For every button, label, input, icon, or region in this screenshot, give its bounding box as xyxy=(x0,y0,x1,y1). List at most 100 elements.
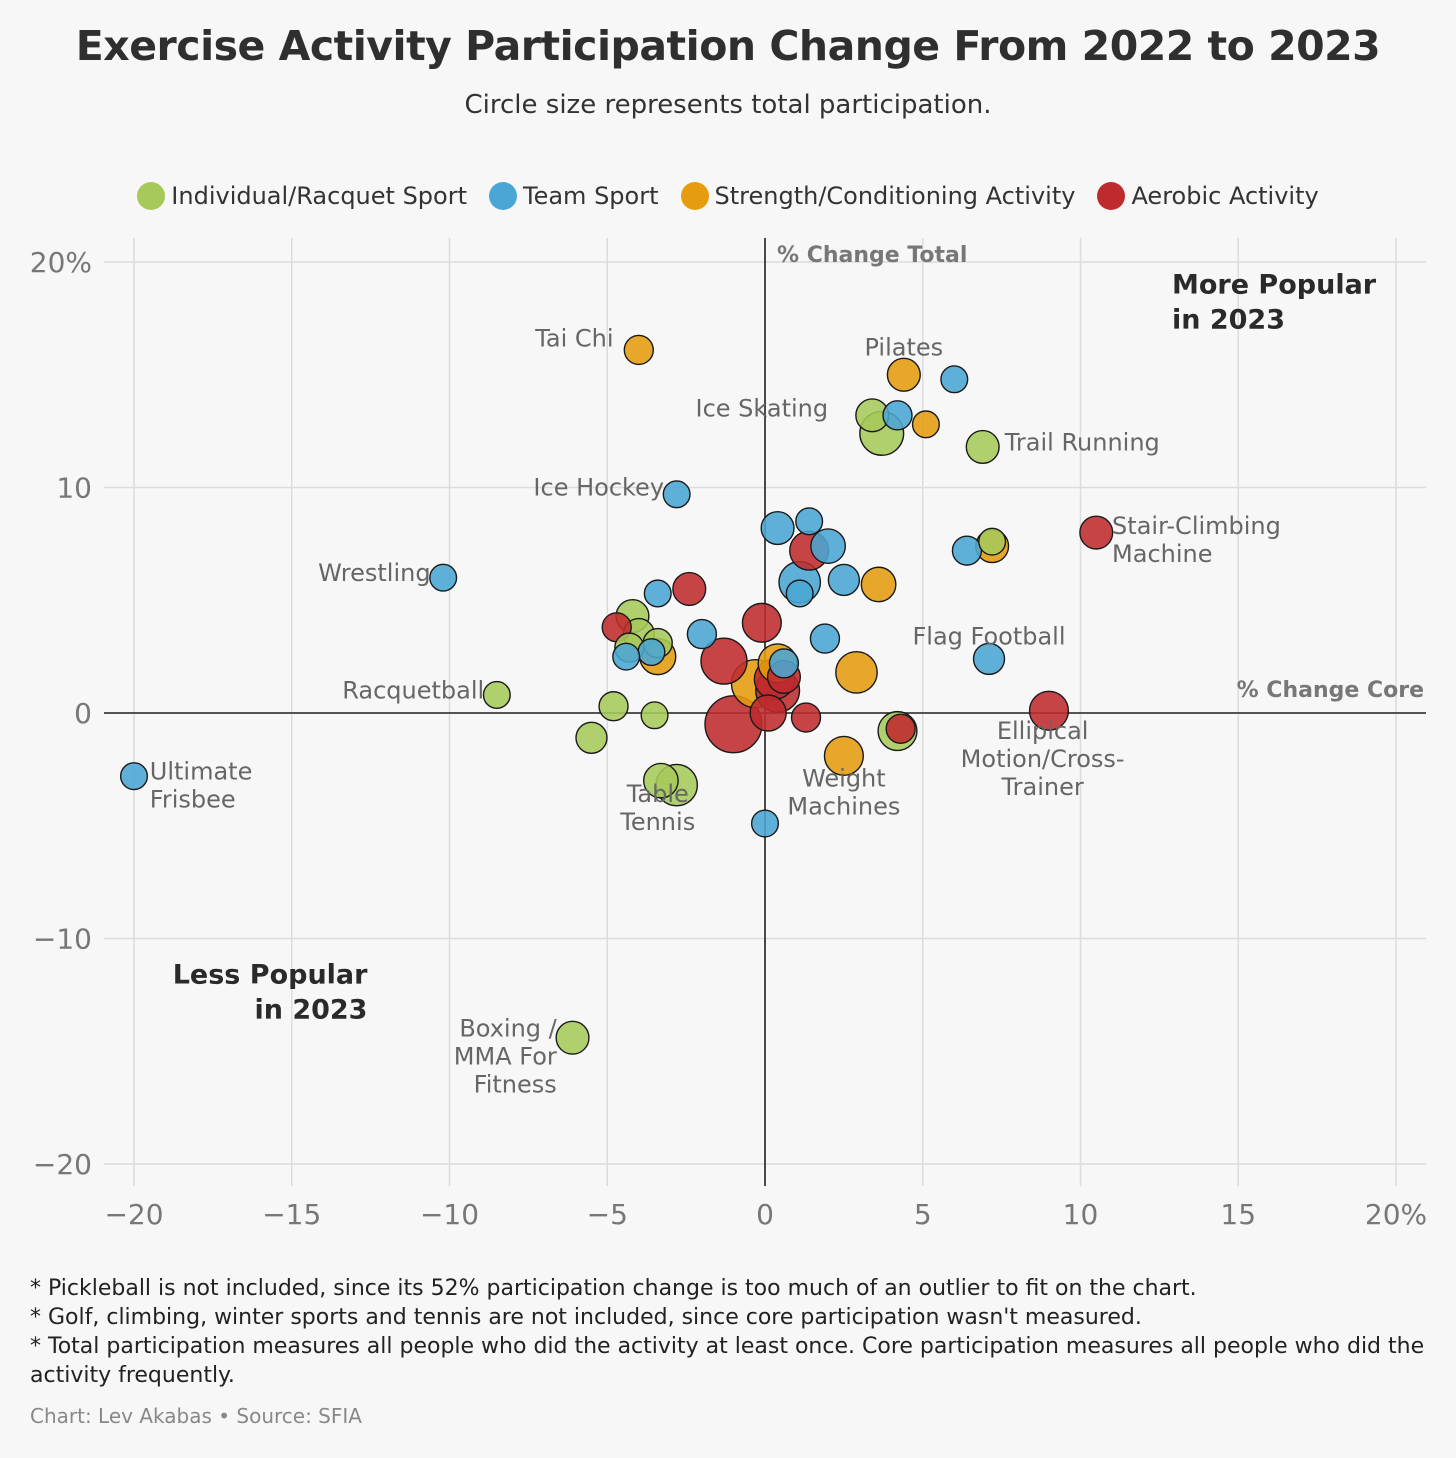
quadrant-label: in 2023 xyxy=(1172,305,1285,336)
data-point xyxy=(978,527,1007,556)
point-label: Racquetball xyxy=(342,676,484,704)
data-point xyxy=(741,602,782,643)
point-label: Tennis xyxy=(619,808,695,836)
footnote: * Golf, climbing, winter sports and tenn… xyxy=(30,1305,1142,1330)
data-point xyxy=(672,571,707,607)
data-point xyxy=(809,623,841,654)
y-tick-label: 0 xyxy=(74,697,92,730)
point-label: Ultimate xyxy=(150,758,253,786)
data-point xyxy=(785,579,814,608)
legend-item-strength: Strength/Conditioning Activity xyxy=(680,182,1076,210)
point-label: Pilates xyxy=(864,334,943,362)
data-point xyxy=(482,680,511,710)
data-point xyxy=(885,713,916,744)
data-point xyxy=(965,429,1000,465)
legend-label: Team Sport xyxy=(523,182,659,210)
data-point xyxy=(575,721,608,754)
data-point xyxy=(662,480,691,509)
data-point xyxy=(951,535,983,566)
legend-swatch xyxy=(489,182,517,210)
point-label: Trainer xyxy=(1001,773,1084,801)
data-point xyxy=(823,735,864,776)
legend-label: Individual/Racquet Sport xyxy=(171,182,467,210)
point-label: Ice Hockey xyxy=(533,474,664,502)
data-point xyxy=(555,1020,590,1055)
data-point xyxy=(643,579,672,608)
data-point xyxy=(827,563,861,597)
legend-swatch xyxy=(1097,182,1126,210)
y-tick-label: −10 xyxy=(33,923,92,956)
chart-subtitle: Circle size represents total participati… xyxy=(464,90,992,120)
point-label: Wrestling xyxy=(318,559,430,587)
legend-item-team: Team Sport xyxy=(489,182,659,210)
point-label: Ellipical xyxy=(997,717,1089,745)
legend-label: Aerobic Activity xyxy=(1131,182,1319,210)
quadrant-label: Less Popular xyxy=(173,960,368,991)
x-tick-label: 10 xyxy=(1063,1198,1099,1231)
chart-credit: Chart: Lev Akabas • Source: SFIA xyxy=(30,1404,362,1428)
data-point xyxy=(642,762,679,799)
data-point xyxy=(835,651,878,694)
data-point xyxy=(795,507,824,536)
data-point xyxy=(860,566,897,603)
data-point xyxy=(686,618,718,650)
data-point xyxy=(760,510,795,546)
data-point xyxy=(749,694,787,732)
x-tick-label: −5 xyxy=(587,1198,628,1231)
x-tick-label: 20% xyxy=(1365,1198,1427,1231)
x-tick-label: 5 xyxy=(914,1198,932,1231)
data-point xyxy=(700,637,748,685)
data-point xyxy=(623,334,654,366)
point-label: Frisbee xyxy=(150,786,236,814)
data-point xyxy=(940,365,969,394)
point-label: Flag Football xyxy=(912,622,1065,650)
x-axis-label: % Change Core xyxy=(1237,678,1424,703)
legend-label: Strength/Conditioning Activity xyxy=(714,182,1076,210)
data-point xyxy=(882,400,913,431)
data-point xyxy=(1028,690,1070,731)
data-point xyxy=(119,762,149,791)
quadrant-label: in 2023 xyxy=(254,995,367,1026)
data-point xyxy=(598,691,629,722)
x-tick-label: −15 xyxy=(262,1198,321,1231)
x-tick-label: −20 xyxy=(104,1198,163,1231)
y-tick-label: −20 xyxy=(33,1148,92,1181)
data-point xyxy=(1079,515,1114,550)
data-point xyxy=(429,563,458,592)
chart-title: Exercise Activity Participation Change F… xyxy=(75,22,1381,70)
point-label: Trail Running xyxy=(1004,428,1160,456)
data-point xyxy=(790,702,822,733)
y-tick-label: 10 xyxy=(56,472,92,505)
point-label: Machine xyxy=(1112,540,1212,568)
x-tick-label: −10 xyxy=(420,1198,479,1231)
footnote: * Pickleball is not included, since its … xyxy=(30,1276,1197,1301)
footnotes: * Pickleball is not included, since its … xyxy=(30,1274,1430,1390)
point-label: Motion/Cross- xyxy=(961,745,1125,773)
point-label: Weight xyxy=(802,764,886,792)
footnote: * Total participation measures all peopl… xyxy=(30,1334,1425,1388)
point-label: Boxing / xyxy=(459,1015,557,1043)
legend: Individual/Racquet Sport Team Sport Stre… xyxy=(0,182,1456,210)
point-label: Machines xyxy=(787,792,900,820)
data-point xyxy=(768,648,800,679)
legend-swatch xyxy=(680,182,709,210)
point-label: MMA For xyxy=(454,1043,557,1071)
legend-item-individual: Individual/Racquet Sport xyxy=(137,182,467,210)
y-tick-label: 20% xyxy=(30,246,92,279)
legend-item-aerobic: Aerobic Activity xyxy=(1097,182,1319,210)
data-point xyxy=(640,701,669,730)
x-tick-label: 15 xyxy=(1220,1198,1256,1231)
data-point xyxy=(612,642,641,671)
legend-swatch xyxy=(137,182,166,210)
x-tick-label: 0 xyxy=(756,1198,774,1231)
point-label: Fitness xyxy=(474,1071,557,1099)
scatter-chart: −20 −15 −10 −5 0 5 10 15 20% 20% 10 0 −10 −20 % Change… xyxy=(30,238,1427,1231)
data-point xyxy=(972,642,1006,676)
data-point xyxy=(911,410,940,439)
quadrant-label: More Popular xyxy=(1172,270,1377,301)
y-axis-label: % Change Total xyxy=(777,243,967,268)
data-point xyxy=(637,638,666,667)
point-label: Ice Skating xyxy=(695,395,828,423)
point-label: Tai Chi xyxy=(534,325,613,353)
data-point xyxy=(750,809,780,838)
